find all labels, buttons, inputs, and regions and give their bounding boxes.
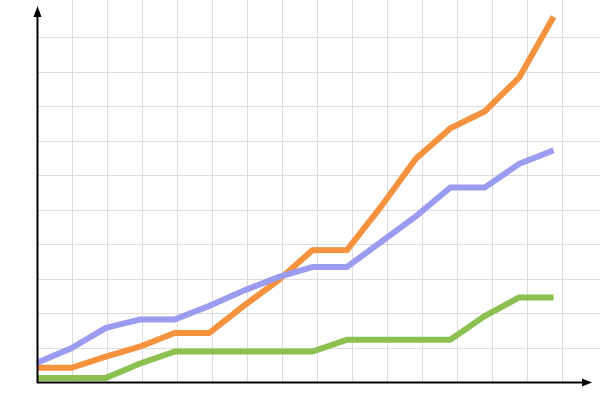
series-line-purple-series bbox=[35, 147, 555, 366]
series-line-green-series bbox=[37, 294, 554, 381]
grid-vertical-lines bbox=[72, 0, 563, 382]
axes-group bbox=[33, 6, 592, 387]
x-axis-arrow-icon bbox=[582, 378, 592, 387]
data-series-group bbox=[35, 15, 557, 381]
y-axis-arrow-icon bbox=[33, 6, 42, 17]
series-line-orange-series bbox=[37, 15, 557, 371]
